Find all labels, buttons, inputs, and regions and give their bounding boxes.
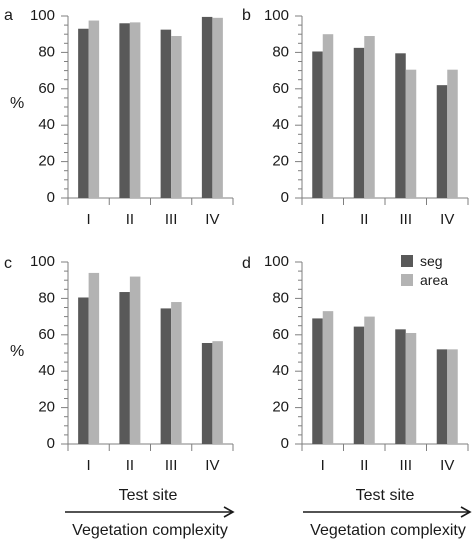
bar-d-seg-1 <box>312 318 323 444</box>
y-tick-label-b: 100 <box>264 7 289 24</box>
y-tick-label-b: 40 <box>272 116 289 133</box>
complexity-arrow-left <box>65 506 235 518</box>
x-tick-label-d: II <box>360 457 368 474</box>
bar-c-area-3 <box>171 302 182 444</box>
bar-b-seg-3 <box>395 53 406 199</box>
bar-a-area-2 <box>129 22 141 199</box>
x-tick-label-b: IV <box>440 211 454 228</box>
bar-d-seg-2 <box>353 326 365 444</box>
x-tick-label-b: III <box>399 211 412 228</box>
y-tick-label-b: 60 <box>272 80 289 97</box>
y-tick-label-b: 0 <box>281 189 289 206</box>
y-tick-label-a: 80 <box>38 43 55 60</box>
legend-swatch-area <box>401 274 413 286</box>
y-tick-label-d: 20 <box>272 399 289 416</box>
bar-a-area-4 <box>212 17 223 198</box>
arrow-label-right: Vegetation complexity <box>310 522 466 539</box>
bar-a-area-3 <box>171 36 182 198</box>
bar-b-area-3 <box>405 69 417 198</box>
panel-label-c: c <box>4 255 12 272</box>
bar-b-area-4 <box>447 69 458 198</box>
x-tick-label-d: IV <box>440 457 454 474</box>
x-axis-title-right: Test site <box>356 487 415 504</box>
y-tick-label-b: 20 <box>272 153 289 170</box>
y-tick-label-d: 60 <box>272 326 289 343</box>
y-axis-unit-c: % <box>10 343 24 360</box>
y-tick-label-a: 60 <box>38 80 55 97</box>
x-tick-label-a: II <box>126 211 134 228</box>
x-tick-label-a: IV <box>205 211 219 228</box>
legend-label-seg: seg <box>420 253 443 269</box>
arrow-head-left <box>223 506 235 518</box>
bar-d-area-1 <box>322 311 334 444</box>
x-tick-label-c: IV <box>205 457 219 474</box>
y-tick-label-c: 40 <box>38 362 55 379</box>
bar-a-seg-2 <box>119 23 130 199</box>
bar-d-seg-3 <box>395 329 406 444</box>
panel-label-d: d <box>242 255 251 272</box>
bar-d-area-4 <box>447 349 458 444</box>
x-tick-label-b: II <box>360 211 368 228</box>
y-tick-label-c: 100 <box>30 253 55 270</box>
y-tick-label-d: 0 <box>281 435 289 452</box>
x-tick-label-d: I <box>321 457 325 474</box>
bar-c-area-1 <box>88 272 100 444</box>
y-tick-label-b: 80 <box>272 43 289 60</box>
bar-a-seg-1 <box>78 28 89 198</box>
bar-c-area-4 <box>212 341 223 444</box>
bar-b-area-1 <box>322 34 334 199</box>
x-tick-label-c: II <box>126 457 134 474</box>
bar-b-seg-4 <box>436 85 448 198</box>
complexity-arrow-right <box>303 506 472 518</box>
bar-a-seg-4 <box>201 16 213 198</box>
y-tick-label-c: 80 <box>38 289 55 306</box>
y-tick-label-a: 20 <box>38 153 55 170</box>
x-tick-label-d: III <box>399 457 412 474</box>
legend-swatch-seg <box>401 255 413 267</box>
y-tick-label-a: 100 <box>30 7 55 24</box>
bar-d-seg-4 <box>436 349 448 444</box>
legend: seg area <box>401 253 448 288</box>
bar-a-seg-3 <box>160 29 172 199</box>
y-tick-label-c: 20 <box>38 399 55 416</box>
legend-label-area: area <box>420 272 448 288</box>
x-tick-label-a: I <box>87 211 91 228</box>
x-tick-label-c: III <box>165 457 178 474</box>
arrow-label-left: Vegetation complexity <box>72 522 228 539</box>
y-tick-label-c: 60 <box>38 326 55 343</box>
bar-c-seg-2 <box>119 292 130 444</box>
panel-label-b: b <box>242 7 251 24</box>
bar-b-seg-1 <box>312 51 323 198</box>
y-tick-label-c: 0 <box>47 435 55 452</box>
x-tick-label-b: I <box>321 211 325 228</box>
bar-b-area-2 <box>364 36 375 198</box>
y-tick-label-d: 100 <box>264 253 289 270</box>
panel-label-a: a <box>4 7 13 24</box>
bar-c-seg-3 <box>160 308 172 444</box>
bar-c-area-2 <box>129 276 141 444</box>
y-tick-label-d: 80 <box>272 289 289 306</box>
x-axis-title-left: Test site <box>119 487 178 504</box>
bar-c-seg-4 <box>201 342 213 444</box>
bar-c-seg-1 <box>78 297 89 444</box>
bar-a-area-1 <box>88 20 100 198</box>
y-tick-label-a: 40 <box>38 116 55 133</box>
bar-b-seg-2 <box>353 47 365 198</box>
arrow-head-right <box>460 506 472 518</box>
bar-d-area-3 <box>405 332 417 444</box>
x-tick-label-c: I <box>87 457 91 474</box>
y-tick-label-d: 40 <box>272 362 289 379</box>
bar-d-area-2 <box>364 316 375 444</box>
y-axis-unit-a: % <box>10 95 24 112</box>
x-tick-label-a: III <box>165 211 178 228</box>
y-tick-label-a: 0 <box>47 189 55 206</box>
